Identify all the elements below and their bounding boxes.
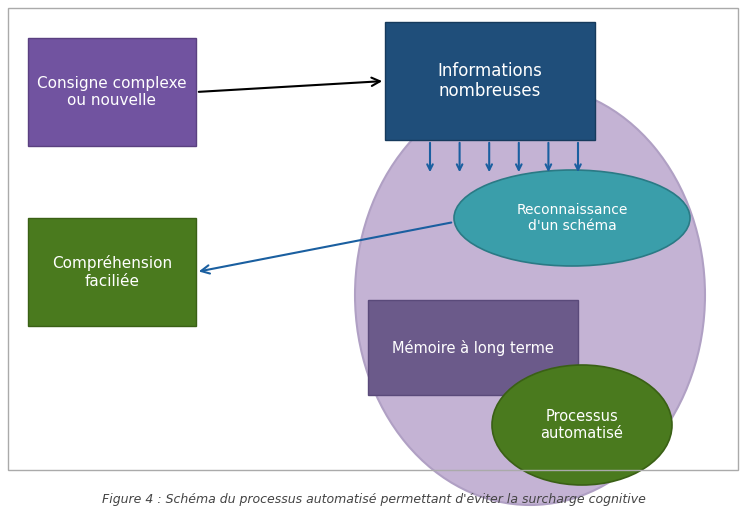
Text: Figure 4 : Schéma du processus automatisé permettant d'éviter la surcharge cogni: Figure 4 : Schéma du processus automatis… xyxy=(102,493,646,506)
Text: Consigne complexe
ou nouvelle: Consigne complexe ou nouvelle xyxy=(37,76,187,108)
Bar xyxy=(28,218,196,326)
Text: Compréhension
faciliée: Compréhension faciliée xyxy=(52,255,172,289)
Text: Informations
nombreuses: Informations nombreuses xyxy=(438,62,542,100)
Text: Reconnaissance
d'un schéma: Reconnaissance d'un schéma xyxy=(516,203,628,233)
Text: Processus
automatisé: Processus automatisé xyxy=(541,409,623,441)
Ellipse shape xyxy=(492,365,672,485)
Text: Mémoire à long terme: Mémoire à long terme xyxy=(392,339,554,355)
Ellipse shape xyxy=(355,85,705,505)
Bar xyxy=(8,8,738,470)
Bar xyxy=(28,38,196,146)
Bar xyxy=(368,300,578,395)
Bar xyxy=(385,22,595,140)
Ellipse shape xyxy=(454,170,690,266)
